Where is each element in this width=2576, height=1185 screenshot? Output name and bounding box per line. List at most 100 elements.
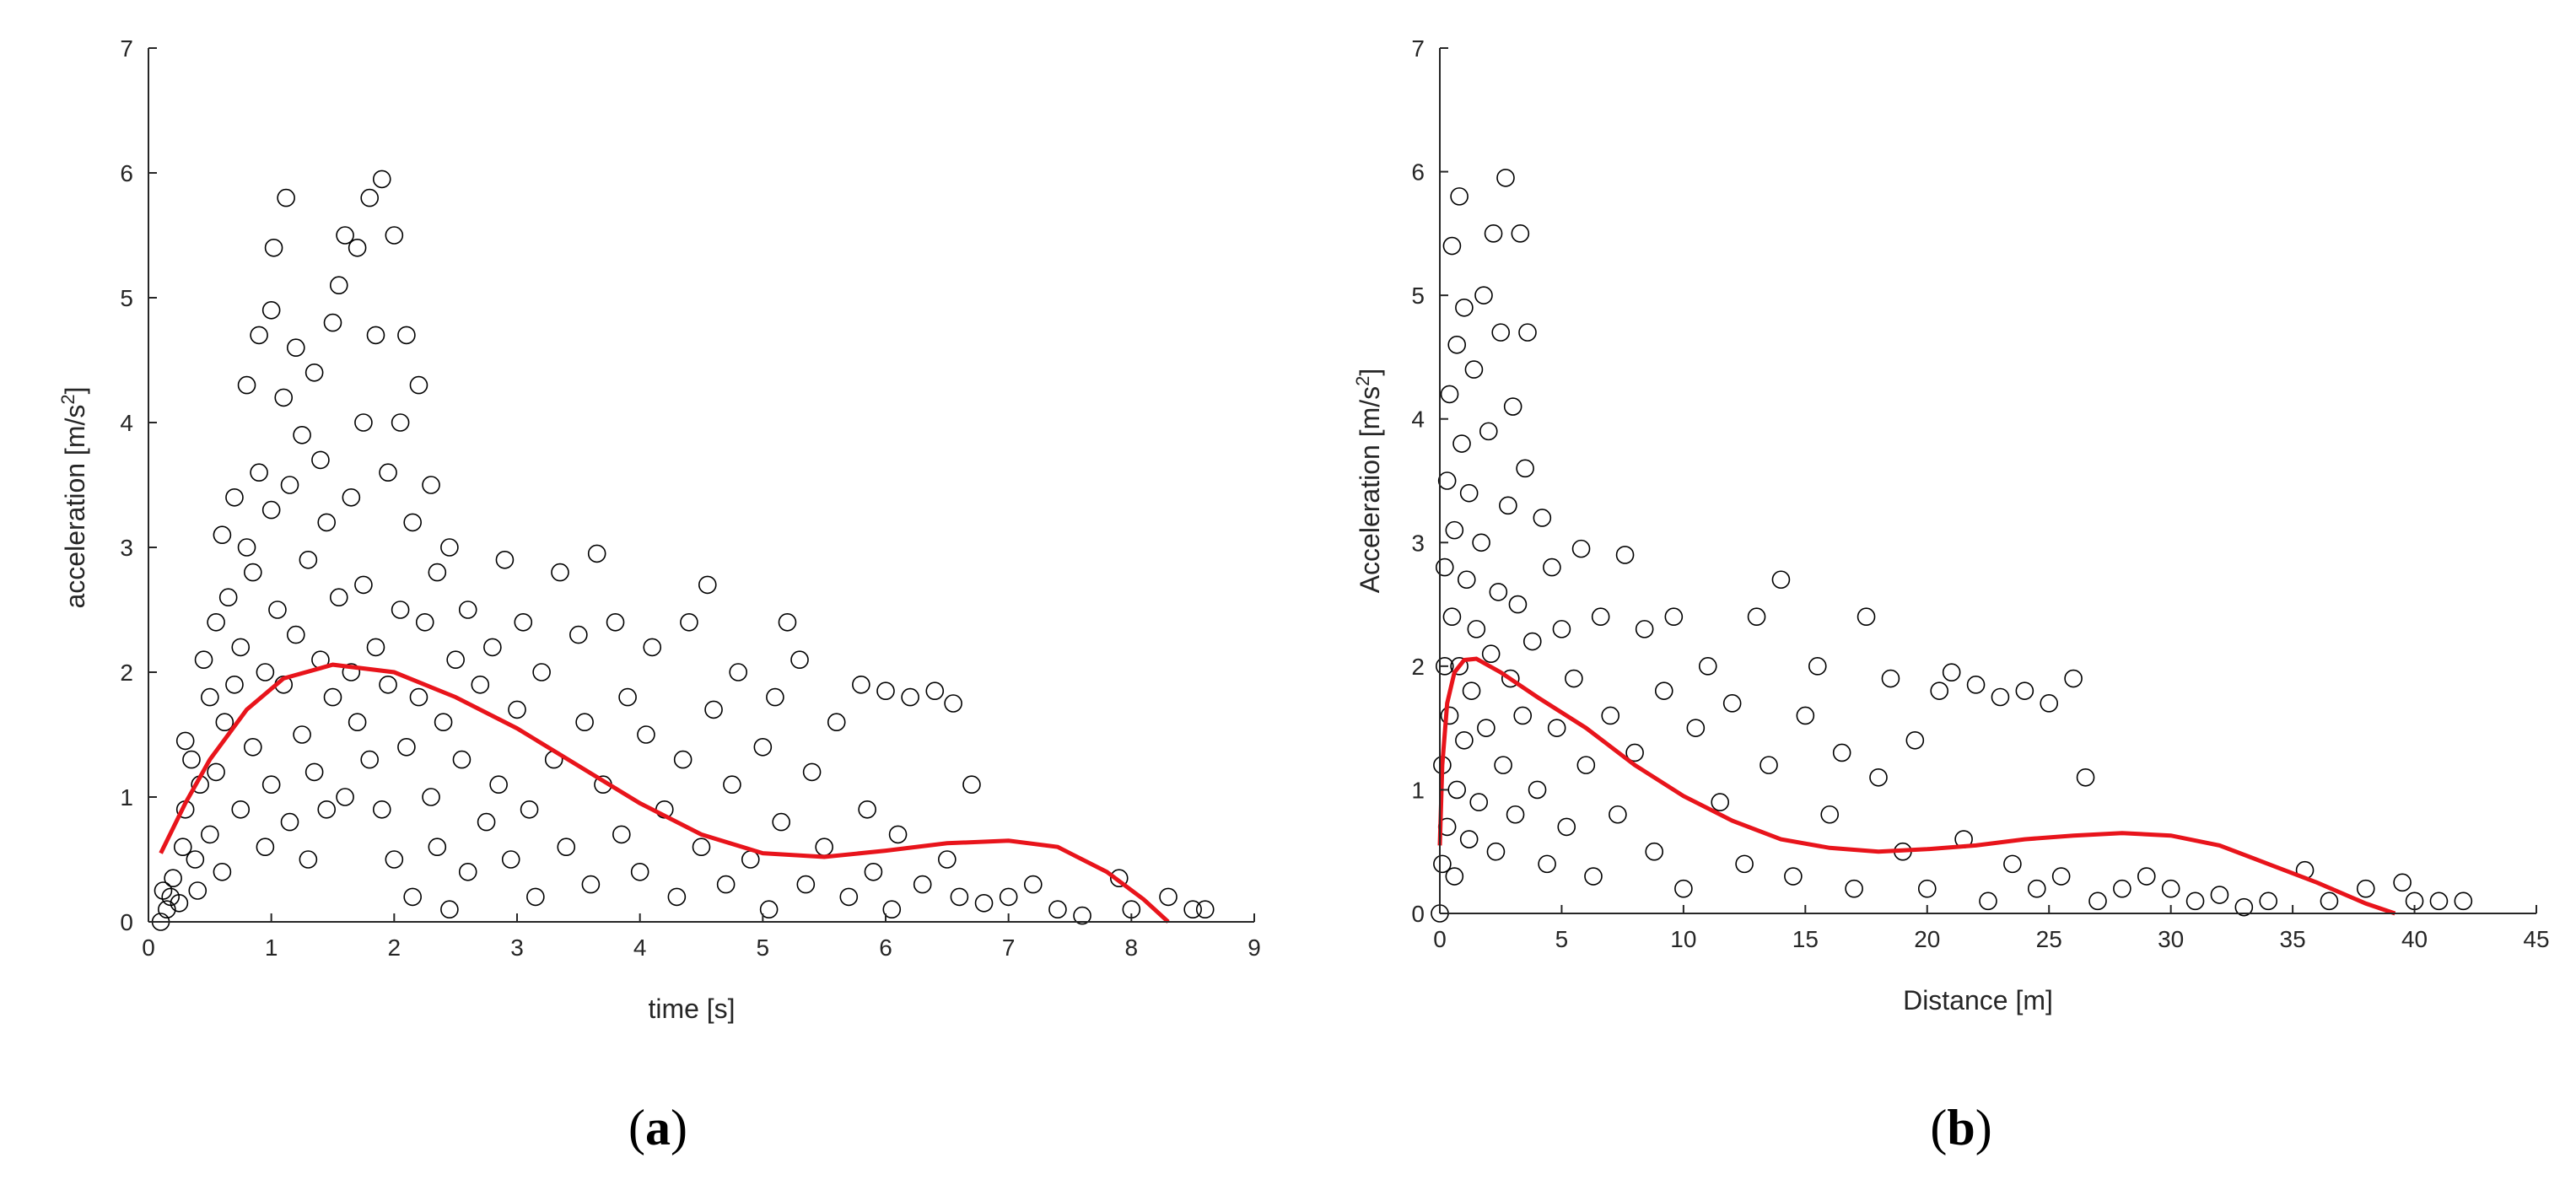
panel-a-data-point xyxy=(385,850,404,869)
panel-b-data-point xyxy=(1462,681,1481,700)
panel-a-data-point xyxy=(231,800,251,819)
panel-a-data-point xyxy=(606,612,625,632)
panel-a-data-point xyxy=(974,894,994,913)
panel-a-data-point xyxy=(888,825,908,844)
panel-a-data-point xyxy=(698,575,717,595)
panel-b-data-point xyxy=(2259,891,2278,911)
panel-b-data-point xyxy=(1538,854,1556,874)
panel-b-data-point xyxy=(1503,397,1522,416)
panel-b-data-point xyxy=(1808,657,1827,676)
panel-a-data-point xyxy=(385,226,404,245)
panel-a-data-point xyxy=(944,694,962,713)
panel-b-x-axis-label: Distance [m] xyxy=(1903,985,2053,1015)
panel-b-data-point xyxy=(1522,632,1542,651)
panel-a-data-point xyxy=(864,863,883,881)
panel-a-data-point xyxy=(379,463,397,482)
panel-b-data-point xyxy=(1966,676,1986,694)
panel-a-data-point xyxy=(452,750,472,769)
panel-a-data-point xyxy=(520,800,539,819)
panel-a-data-point xyxy=(440,538,459,557)
panel-a-data-point xyxy=(938,850,957,869)
panel-a-data-point xyxy=(299,550,318,569)
panel-a-data-point xyxy=(569,625,588,644)
panel-a-data-point xyxy=(329,276,348,295)
panel-a-x-ticks: 0 1 2 3 4 5 6 7 8 9 xyxy=(142,913,1261,961)
panel-a-data-point xyxy=(858,800,876,819)
panel-b-data-point xyxy=(2003,854,2022,874)
panel-b-data-point xyxy=(1501,669,1520,688)
panel-a-data-point xyxy=(495,550,515,569)
panel-a-data-point xyxy=(925,681,945,701)
panel-a-chart: 0 1 2 3 4 5 6 7 8 9 0 1 2 3 4 5 6 7 time [s] acceleratio… xyxy=(57,35,1261,1024)
panel-a-data-point xyxy=(244,563,262,582)
panel-b-data-point xyxy=(1869,768,1888,787)
panel-b-x-tick-label: 0 xyxy=(1433,926,1447,952)
panel-a-data-point xyxy=(778,612,797,632)
panel-a-data-point xyxy=(237,375,256,395)
panel-a-data-point xyxy=(434,713,453,732)
panel-b-y-tick-label: 6 xyxy=(1411,159,1425,186)
panel-a-data-point xyxy=(526,887,545,907)
panel-b-data-point xyxy=(1435,657,1454,676)
panel-b-data-point xyxy=(1571,539,1591,558)
panel-a-data-point xyxy=(317,800,337,819)
panel-a-data-point xyxy=(471,675,490,694)
panel-a-data-point xyxy=(256,663,275,681)
panel-a-data-point xyxy=(311,450,330,470)
panel-b-data-point xyxy=(1796,706,1815,725)
panel-b-data-point xyxy=(1625,743,1644,762)
panel-a-data-point xyxy=(723,775,741,794)
panel-b-data-point xyxy=(1496,169,1515,187)
panel-b-data-point xyxy=(1506,805,1525,824)
panel-b-y-tick-label: 0 xyxy=(1411,901,1425,927)
panel-b-data-point xyxy=(1735,854,1754,874)
panel-b-data-point xyxy=(1930,681,1949,700)
panel-b-data-point xyxy=(1437,471,1457,490)
panel-a-data-point xyxy=(630,863,649,881)
panel-a-data-point xyxy=(225,487,244,507)
panel-b-data-point xyxy=(2015,681,2034,700)
panel-a-data-point xyxy=(428,838,447,857)
panel-b-data-point xyxy=(1513,706,1533,725)
panel-b-data-point xyxy=(1991,687,2010,707)
panel-a-data-point xyxy=(704,700,723,719)
panel-b-data-point xyxy=(1518,323,1537,342)
panel-a-data-point xyxy=(759,900,779,918)
panel-a-data-point xyxy=(256,838,275,857)
panel-b-data-point xyxy=(1845,879,1863,898)
panel-a-scatter-points xyxy=(151,170,1215,931)
panel-b-data-point xyxy=(1489,583,1508,601)
panel-a-data-point xyxy=(1048,900,1067,918)
panel-a-y-tick-label: 7 xyxy=(120,35,133,62)
panel-b-y-tick-label: 3 xyxy=(1411,530,1425,556)
panel-a-data-point xyxy=(354,575,373,595)
panel-a-x-tick-label: 8 xyxy=(1125,935,1139,961)
panel-b-data-point xyxy=(2027,879,2046,898)
panel-a-data-point xyxy=(729,663,748,681)
panel-a-data-point xyxy=(581,875,601,894)
panel-a-data-point xyxy=(173,838,192,857)
panel-b-data-point xyxy=(1455,298,1474,317)
panel-a-data-point xyxy=(261,500,281,520)
panel-a-x-tick-label: 0 xyxy=(142,935,155,961)
panel-a-data-point xyxy=(673,750,693,769)
panel-a-data-point xyxy=(372,170,391,189)
panel-b-data-point xyxy=(1516,459,1534,478)
panel-b-data-point xyxy=(1674,879,1693,898)
panel-a-x-tick-label: 1 xyxy=(265,935,278,961)
panel-a-caption: (a) xyxy=(628,1100,687,1155)
panel-b-data-point xyxy=(1784,867,1803,886)
panel-b-data-point xyxy=(1484,224,1503,243)
panel-a-data-point xyxy=(348,238,367,257)
panel-a-data-point xyxy=(268,601,287,619)
panel-a-data-point xyxy=(587,544,606,563)
panel-a-y-tick-label: 2 xyxy=(120,660,133,686)
panel-b-data-point xyxy=(1747,607,1766,627)
panel-a-data-point xyxy=(397,326,416,345)
panel-b-data-point xyxy=(1543,557,1561,577)
panel-b-data-point xyxy=(1552,620,1571,638)
panel-b-data-point xyxy=(1435,557,1454,577)
panel-a-data-point xyxy=(293,725,311,744)
panel-b-data-point xyxy=(1533,509,1552,527)
panel-a-data-point xyxy=(201,825,219,844)
